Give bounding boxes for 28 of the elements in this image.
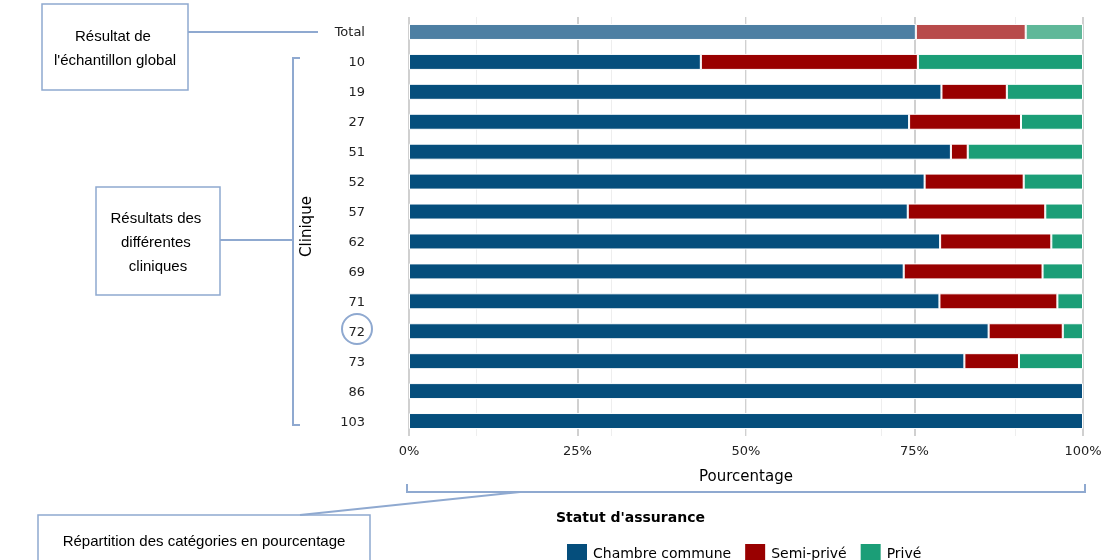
y-tick-label: 19 (348, 84, 365, 100)
x-tick-label: 25% (563, 443, 592, 458)
legend-label: Semi-privé (771, 545, 847, 560)
x-tick-label: 0% (398, 443, 420, 458)
legend-label: Chambre commune (593, 545, 732, 560)
x-tick-label: 50% (731, 443, 761, 458)
y-tick-label: 71 (348, 293, 365, 309)
y-tick-label: 72 (348, 323, 365, 339)
y-axis-title: Clinique (296, 196, 315, 257)
y-tick-label: 69 (348, 263, 365, 279)
y-tick-label: 52 (348, 174, 365, 190)
y-tick-label: 27 (348, 114, 365, 130)
y-tick-label: 103 (340, 413, 365, 429)
x-axis-title: Pourcentage (699, 466, 793, 485)
y-tick-label: 86 (348, 383, 365, 399)
text: Résultats des différentes cliniques (110, 208, 206, 274)
y-tick-label: 62 (348, 233, 365, 249)
legend-label: Privé (886, 545, 922, 560)
y-tick-label: 57 (348, 204, 365, 220)
y-tick-label: Total (333, 24, 365, 40)
y-tick-label: 10 (348, 54, 365, 70)
text: Répartition des catégories en pourcentage (62, 531, 346, 549)
y-tick-label: 51 (348, 144, 365, 160)
y-tick-label: 73 (348, 353, 365, 369)
x-tick-label: 100% (1064, 443, 1102, 458)
x-tick-label: 75% (900, 443, 929, 458)
legend-title: Statut d'assurance (556, 509, 705, 525)
text: Résultat de l'échantillon global (53, 26, 177, 68)
